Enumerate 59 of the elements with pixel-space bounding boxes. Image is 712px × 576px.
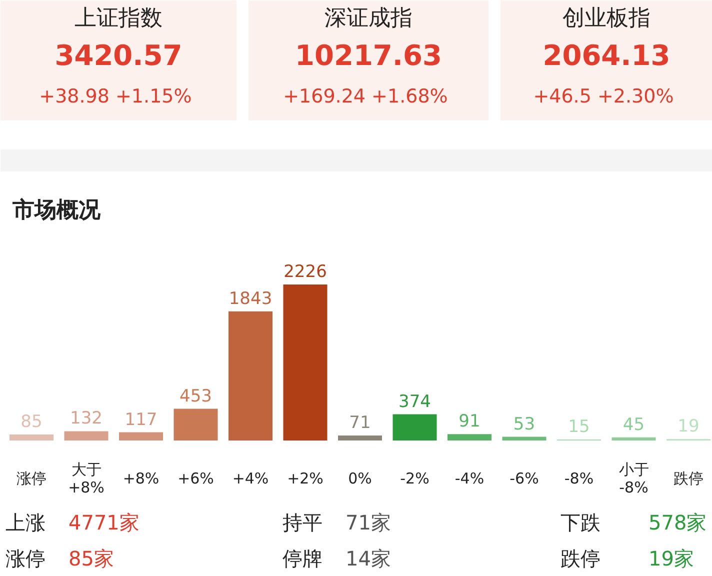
text: +169.24 +1.68% — [283, 86, 448, 108]
chart-title: 市场概况 — [12, 197, 102, 223]
bar — [448, 434, 492, 440]
data-label: 45 — [622, 414, 645, 435]
data-label: 71 — [349, 413, 371, 434]
data-label: 85 — [20, 412, 42, 432]
x-tick-label: -4% — [454, 470, 484, 488]
text: 14家 — [346, 546, 391, 570]
bar — [119, 432, 163, 440]
data-label: 53 — [513, 414, 536, 434]
x-tick-label: -8% — [564, 470, 594, 488]
bar — [392, 414, 437, 440]
text: 10217.63 — [294, 39, 442, 72]
bar — [228, 311, 272, 440]
x-tick-label: 跌停 — [674, 470, 704, 488]
x-tick-label: +2% — [287, 470, 324, 488]
x-tick-label: 0% — [348, 470, 372, 488]
data-label: 117 — [124, 410, 158, 430]
text: 3420.57 — [54, 39, 182, 72]
data-label: 453 — [180, 386, 212, 406]
text: +38.98 +1.15% — [39, 86, 192, 108]
data-label: 2226 — [284, 262, 327, 282]
text: 上证指数 — [74, 6, 162, 31]
bar — [64, 431, 108, 440]
x-tick-label: 小于 -8% — [618, 460, 649, 496]
bar — [174, 408, 218, 440]
text: 上涨 — [6, 510, 46, 534]
data-label: 1843 — [228, 288, 272, 309]
text: 4771家 — [68, 510, 140, 534]
x-tick-label: +8% — [122, 470, 160, 488]
text: 持平 — [282, 510, 322, 534]
data-label: 15 — [568, 416, 590, 437]
bar — [338, 436, 382, 440]
text: 下跌 — [560, 510, 600, 534]
text: 创业板指 — [562, 6, 650, 31]
text: 85家 — [68, 546, 114, 570]
bar — [10, 434, 54, 440]
data-label: 91 — [458, 412, 480, 432]
data-label: 374 — [398, 392, 431, 412]
text: +46.5 +2.30% — [533, 86, 674, 108]
text: 停牌 — [282, 546, 322, 570]
x-tick-label: +6% — [178, 470, 214, 488]
bar — [502, 436, 546, 440]
text: 2064.13 — [542, 39, 670, 72]
text: 71家 — [346, 510, 391, 534]
bar — [612, 437, 656, 440]
text: 涨停 — [6, 546, 46, 570]
text: 578家 — [648, 510, 707, 534]
text: 19家 — [648, 546, 694, 570]
x-tick-label: +4% — [232, 470, 269, 488]
text: 深证成指 — [324, 6, 412, 31]
x-tick-label: 大于 +8% — [68, 460, 104, 496]
x-tick-label: -2% — [400, 470, 430, 488]
bar — [283, 284, 328, 440]
text: 跌停 — [560, 546, 600, 570]
data-label: 19 — [678, 416, 700, 437]
data-label: 132 — [70, 408, 102, 429]
x-tick-label: 涨停 — [16, 470, 46, 488]
x-tick-label: -6% — [510, 470, 539, 488]
